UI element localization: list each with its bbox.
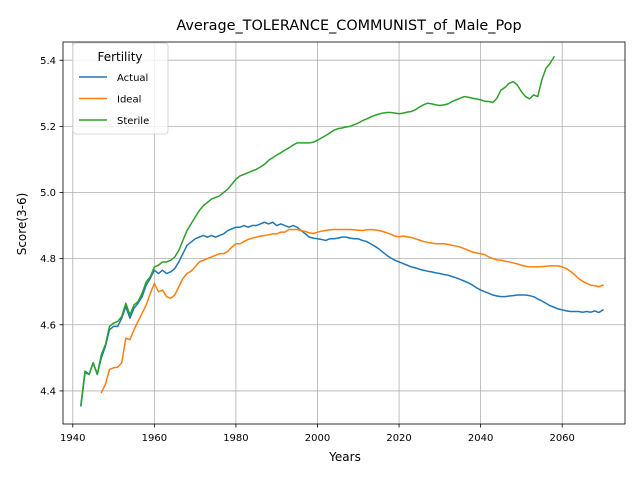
legend-box: [72, 42, 169, 135]
legend-label-actual: Actual: [117, 73, 148, 84]
y-tick-label: 4.4: [40, 387, 56, 398]
y-tick-label: 4.8: [40, 254, 56, 265]
y-axis-label: Score(3-6): [15, 193, 29, 256]
x-tick-label: 2020: [386, 433, 411, 444]
series-line-sterile: [80, 55, 556, 405]
x-axis-ticks: 1940 1960 1980 2000 2020 2040 2060: [60, 424, 575, 444]
x-tick-label: 2000: [305, 433, 330, 444]
plot-area-frame: [62, 41, 626, 425]
series-line-actual: [80, 221, 605, 407]
x-axis-label: Years: [328, 450, 361, 464]
y-axis-ticks: 4.4 4.6 4.8 5.0 5.2 5.4: [40, 56, 63, 398]
x-tick-label: 2040: [468, 433, 493, 444]
x-tick-label: 2060: [549, 433, 574, 444]
legend-entries: Actual Ideal Sterile: [79, 73, 149, 127]
x-tick-label: 1980: [223, 433, 248, 444]
y-tick-label: 5.2: [40, 122, 56, 133]
y-tick-label: 5.4: [40, 56, 56, 67]
y-tick-label: 5.0: [40, 188, 56, 199]
legend: Fertility Actual Ideal Sterile: [72, 42, 169, 135]
series-layer: [80, 55, 605, 407]
legend-label-sterile: Sterile: [117, 116, 149, 127]
x-tick-label: 1960: [142, 433, 167, 444]
grid: [63, 42, 625, 424]
series-line-ideal: [100, 228, 604, 394]
x-tick-label: 1940: [60, 433, 85, 444]
legend-title: Fertility: [97, 50, 142, 64]
y-tick-label: 4.6: [40, 320, 56, 331]
chart-title: Average_TOLERANCE_COMMUNIST_of_Male_Pop: [176, 18, 521, 34]
legend-label-ideal: Ideal: [117, 95, 141, 106]
